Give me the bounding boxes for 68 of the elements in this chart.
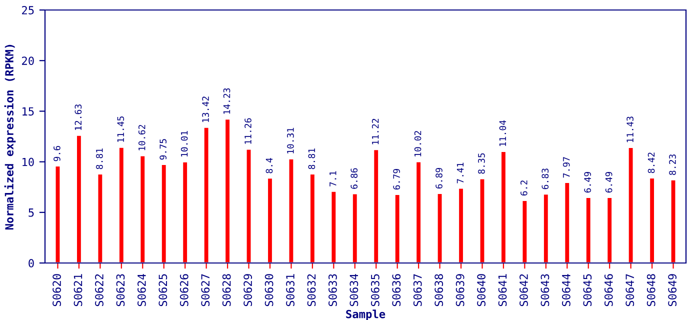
y-tick-label: 10: [22, 158, 34, 166]
data-label: 10.01: [180, 130, 188, 156]
data-label: 6.83: [542, 168, 549, 190]
x-tick-label: S0621: [74, 274, 82, 306]
data-label: 11.43: [626, 116, 634, 142]
x-tick-label: S0623: [116, 274, 125, 306]
data-label: 8.81: [308, 148, 316, 170]
data-label: 7.1: [330, 171, 336, 186]
x-tick-label: S0648: [646, 274, 656, 306]
x-tick-label: S0630: [264, 274, 274, 306]
data-label: 11.04: [499, 120, 506, 146]
data-label: 7.97: [562, 157, 570, 178]
x-tick-label: S0644: [562, 274, 570, 306]
data-label: 12.63: [74, 104, 82, 130]
x-tick-label: S0639: [456, 274, 464, 306]
data-label: 11.26: [244, 118, 252, 144]
x-tick-label: S0631: [286, 274, 294, 306]
y-tick-label: 25: [22, 6, 34, 14]
x-tick-label: S0647: [626, 274, 634, 306]
data-label: 14.23: [223, 88, 230, 114]
x-tick-label: S0622: [95, 274, 104, 306]
x-tick-label: S0633: [328, 274, 337, 306]
y-tick-label: 15: [22, 107, 34, 116]
data-label: 8.4: [266, 158, 273, 174]
data-label: 8.23: [669, 154, 676, 175]
data-label: 6.49: [584, 172, 592, 193]
data-label: 11.22: [372, 118, 379, 144]
y-tick-label: 5: [28, 208, 34, 217]
x-tick-label: S0620: [52, 274, 61, 306]
x-tick-label: S0627: [201, 274, 210, 306]
x-tick-label: S0634: [350, 274, 358, 306]
x-tick-label: S0626: [180, 274, 188, 306]
data-label: 6.86: [350, 168, 358, 189]
data-label: 8.35: [478, 153, 485, 174]
x-tick-label: S0629: [244, 274, 252, 306]
data-label: 11.45: [117, 116, 124, 142]
data-label: 9.6: [54, 146, 60, 162]
y-tick-label: 0: [28, 259, 34, 268]
data-label: 7.41: [456, 162, 464, 184]
data-label: 9.75: [160, 139, 167, 160]
data-label: 8.42: [648, 152, 655, 174]
data-label: 10.02: [414, 131, 422, 156]
x-tick-label: S0624: [137, 274, 146, 306]
x-tick-label: S0642: [520, 274, 528, 306]
x-tick-label: S0632: [307, 274, 316, 306]
x-tick-label: S0649: [668, 274, 677, 306]
x-tick-label: S0637: [413, 274, 422, 306]
y-tick-label: 20: [22, 56, 34, 66]
x-tick-label: S0638: [434, 274, 444, 306]
data-label: 6.89: [436, 168, 442, 189]
x-tick-label: S0645: [583, 274, 592, 306]
x-tick-label: S0646: [604, 274, 613, 306]
data-label: 10.31: [287, 128, 294, 154]
x-tick-label: S0640: [477, 274, 486, 306]
x-tick-label: S0625: [158, 274, 168, 306]
x-axis-title: Sample: [346, 310, 386, 320]
data-label: 10.62: [138, 124, 146, 150]
x-tick-label: S0628: [222, 274, 231, 306]
data-label: 6.79: [393, 168, 400, 190]
x-tick-label: S0643: [540, 274, 550, 306]
data-label: 6.2: [520, 180, 528, 196]
x-tick-label: S0636: [392, 274, 401, 306]
data-label: 6.49: [605, 172, 612, 193]
x-tick-label: S0641: [498, 274, 507, 306]
data-label: 13.42: [202, 96, 209, 122]
data-label: 8.81: [96, 148, 103, 170]
y-axis-title: Normalized expression (RPKM): [4, 44, 16, 230]
x-tick-label: S0635: [370, 274, 380, 306]
